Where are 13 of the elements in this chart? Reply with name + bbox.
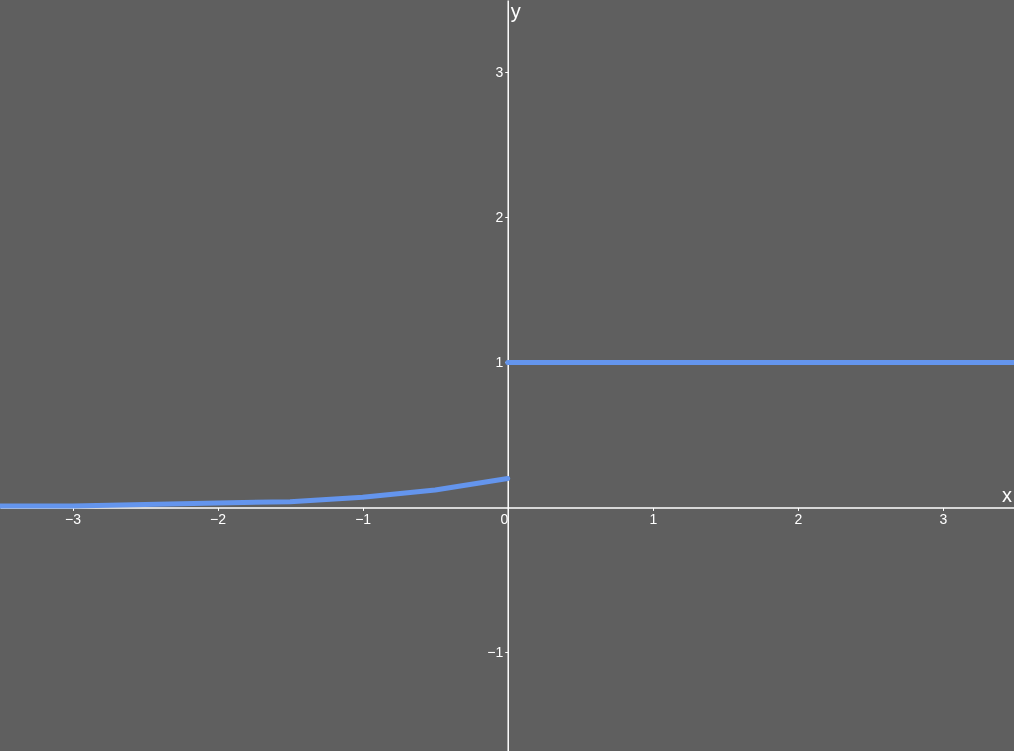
x-tick-label: 1	[649, 510, 658, 527]
x-tick-label: −3	[65, 510, 82, 527]
x-tick-label: 0	[500, 510, 509, 527]
y-tick-label: 3	[495, 63, 504, 80]
x-tick-label: −1	[355, 510, 372, 527]
y-tick-label: 1	[495, 353, 504, 370]
y-axis-title: y	[510, 0, 521, 22]
y-tick-label: −1	[487, 643, 504, 660]
x-tick-label: 3	[939, 510, 948, 527]
x-tick-label: −2	[210, 510, 227, 527]
x-axis-title: x	[1002, 484, 1012, 507]
x-tick-label: 2	[794, 510, 803, 527]
y-tick-label: 2	[495, 208, 504, 225]
